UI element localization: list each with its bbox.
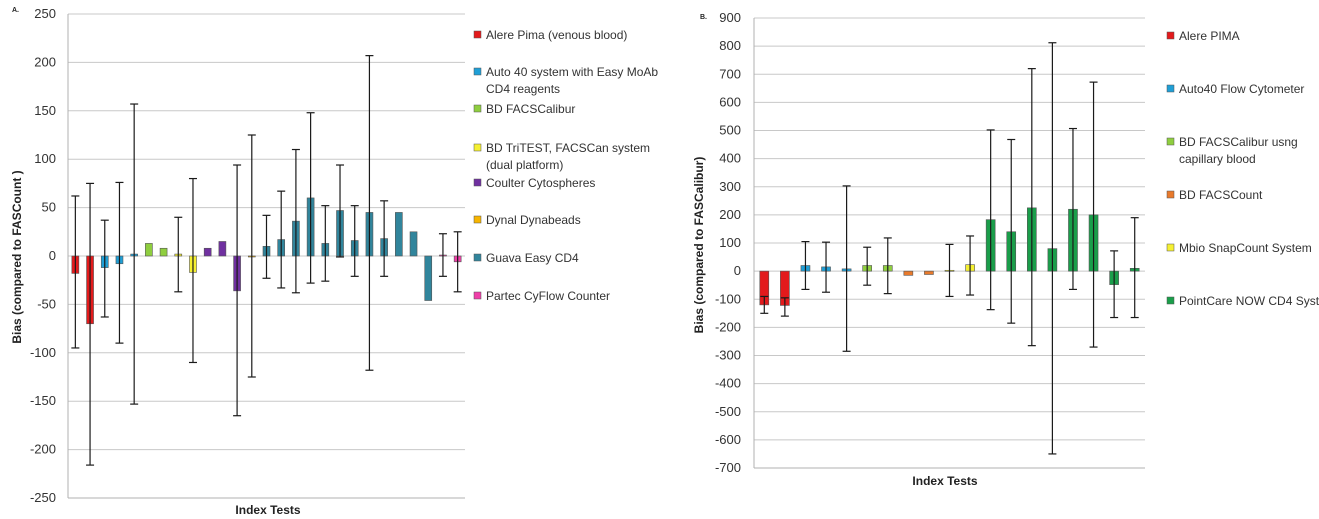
y-tick-label: -500 [715,404,741,419]
gridlines-b [753,17,1145,469]
x-axis-label-a: Index Tests [235,503,300,517]
panel-label-b: B. [700,14,707,21]
y-tick-label: -300 [715,348,741,363]
legend-item: Auto40 Flow Cytometer [1166,82,1304,96]
y-tick-label: 200 [34,54,56,69]
legend-label: Auto40 Flow Cytometer [1179,82,1304,96]
y-tick-label: -600 [715,432,741,447]
legend-label: Partec CyFlow Counter [486,289,610,303]
legend-swatch [1166,296,1175,305]
legend-item: BD TriTEST, FACSCan system (dual platform… [473,141,650,172]
y-tick-label: 50 [42,200,56,215]
chart-panel-a: A. -250 -200 -150 -100 -50 0 50 100 150 200 250 Bi… [10,6,658,517]
bar [159,247,168,257]
legend-item: PointCare NOW CD4 System [1166,294,1319,308]
legend-label: BD TriTEST, FACSCan system (dual platform… [486,141,650,172]
legend-swatch [473,143,482,152]
legend-item: BD FACSCalibur usng capillary blood [1166,135,1298,166]
legend-label: Alere Pima (venous blood) [486,28,627,42]
y-axis-label-b: Bias (compared to FASCalibur) [692,157,706,334]
panel-label-a: A. [12,7,19,14]
legend-label: BD FACSCalibur usng capillary blood [1179,135,1298,166]
y-tick-label: 0 [734,263,741,278]
y-tick-label: -50 [37,296,56,311]
legend-item: Dynal Dynabeads [473,213,581,227]
y-tick-label: -250 [30,490,56,505]
legend-a: Alere Pima (venous blood) Auto 40 system … [473,28,658,303]
y-tick-label: -200 [30,442,56,457]
legend-label: Dynal Dynabeads [486,213,581,227]
y-tick-label: 100 [719,235,741,250]
legend-swatch [1166,137,1175,146]
y-tick-label: 150 [34,103,56,118]
legend-swatch [1166,84,1175,93]
y-tick-label: 500 [719,123,741,138]
bar [903,270,914,276]
bar [203,247,212,257]
bar [409,231,418,257]
y-tick-label: -400 [715,376,741,391]
y-tick-label: -200 [715,319,741,334]
y-tick-label: 300 [719,179,741,194]
legend-item: BD FACSCount [1166,188,1263,202]
legend-swatch [1166,190,1175,199]
y-tick-label: 800 [719,38,741,53]
legend-label: Alere PIMA [1179,29,1240,43]
legend-item: Mbio SnapCount System [1166,241,1312,255]
legend-label: Mbio SnapCount System [1179,241,1312,255]
bar [145,243,153,257]
y-tick-labels-a: -250 -200 -150 -100 -50 0 50 100 150 200 250 [30,6,56,505]
legend-b: Alere PIMA Auto40 Flow Cytometer BD FACSCa… [1166,29,1319,308]
y-tick-label: 600 [719,94,741,109]
y-tick-label: 700 [719,66,741,81]
legend-swatch [473,291,482,300]
legend-swatch [473,253,482,262]
legend-item: Coulter Cytospheres [473,176,595,190]
y-tick-label: -100 [715,291,741,306]
error-bars-b [760,42,1139,455]
y-tick-labels-b: -700 -600 -500 -400 -300 -200 -100 0 100 200 300 40… [715,10,741,475]
legend-item: Alere Pima (venous blood) [473,28,627,42]
legend-swatch [1166,243,1175,252]
bar [924,270,934,275]
legend-label: Guava Easy CD4 [486,251,579,265]
legend-label: PointCare NOW CD4 System [1179,294,1319,308]
y-tick-label: 900 [719,10,741,25]
y-tick-label: -700 [715,460,741,475]
bar [395,212,403,257]
legend-swatch [473,178,482,187]
y-tick-label: 100 [34,151,56,166]
y-tick-label: -150 [30,393,56,408]
bar [424,255,433,301]
legend-swatch [473,215,482,224]
legend-label: Auto 40 system with Easy MoAb CD4 reagent… [486,65,658,96]
y-tick-label: 400 [719,151,741,166]
legend-swatch [473,30,482,39]
error-bars-a [71,55,462,466]
legend-item: Guava Easy CD4 [473,251,579,265]
legend-swatch [473,104,482,113]
chart-panel-b: B. -700 -600 -500 -400 -300 -200 -100 0 100 200 30… [692,10,1319,488]
legend-label: BD FACSCalibur [486,102,575,116]
y-tick-label: 0 [49,248,56,263]
y-tick-label: -100 [30,345,56,360]
legend-item: Auto 40 system with Easy MoAb CD4 reagent… [473,65,658,96]
legend-item: Partec CyFlow Counter [473,289,610,303]
legend-label: Coulter Cytospheres [486,176,595,190]
x-axis-label-b: Index Tests [912,474,977,488]
legend-label: BD FACSCount [1179,188,1263,202]
legend-swatch [1166,31,1175,40]
y-tick-label: 250 [34,6,56,21]
bar [218,241,227,257]
y-tick-label: 200 [719,207,741,222]
legend-item: Alere PIMA [1166,29,1240,43]
y-axis-label-a: Bias (compared to FASCount ) [10,170,24,343]
legend-item: BD FACSCalibur [473,102,575,116]
legend-swatch [473,67,482,76]
